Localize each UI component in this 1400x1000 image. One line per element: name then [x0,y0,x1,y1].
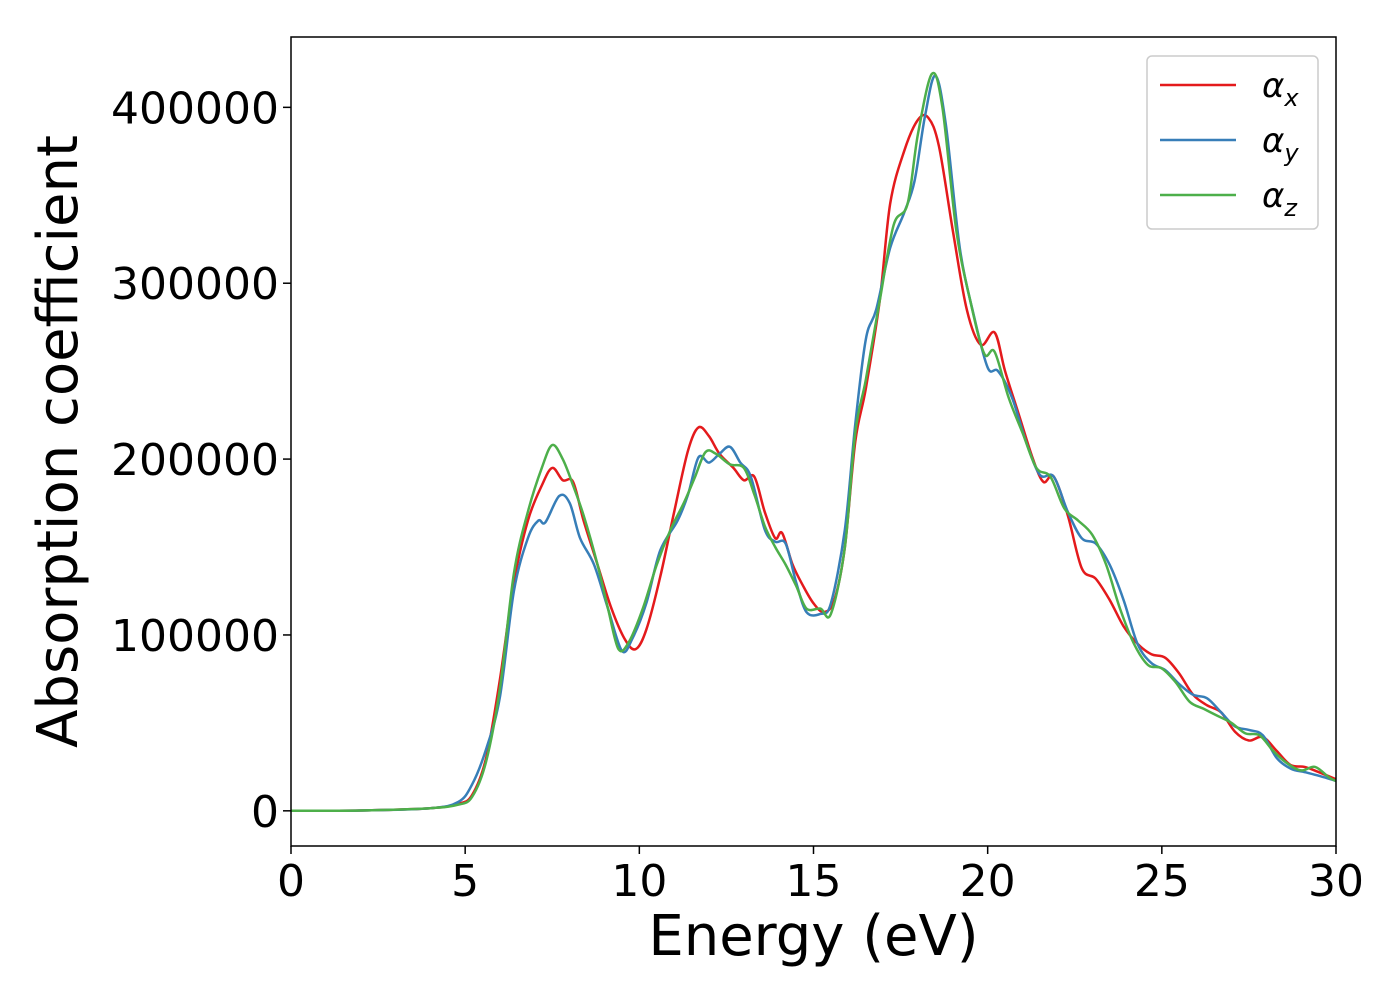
plot-area [291,71,1336,813]
x-tick-label: 20 [960,856,1016,907]
legend-box [1146,55,1319,230]
x-tick-label: 0 [277,856,305,907]
x-axis-label: Energy (eV) [648,904,978,969]
legend-label-z: αz [1262,176,1298,222]
x-tick-label: 15 [786,856,842,907]
x-tick-label: 5 [451,856,479,907]
x-axis: 0 5 10 15 20 25 30 [277,846,1364,907]
y-axis-label: Absorption coefficient [26,135,91,748]
y-tick-label: 400000 [111,83,279,134]
y-tick-label: 200000 [111,435,279,486]
legend: αx αy αz [1146,55,1319,230]
y-tick-label: 0 [251,787,279,838]
y-tick-label: 300000 [111,259,279,310]
legend-label-y: αy [1262,121,1299,167]
y-axis: 0 100000 200000 300000 400000 [111,83,291,838]
legend-label-x: αx [1262,66,1299,112]
x-tick-label: 30 [1308,856,1364,907]
x-tick-label: 25 [1134,856,1190,907]
x-tick-label: 10 [611,856,667,907]
y-tick-label: 100000 [111,611,279,662]
series-line-z [291,71,1336,813]
